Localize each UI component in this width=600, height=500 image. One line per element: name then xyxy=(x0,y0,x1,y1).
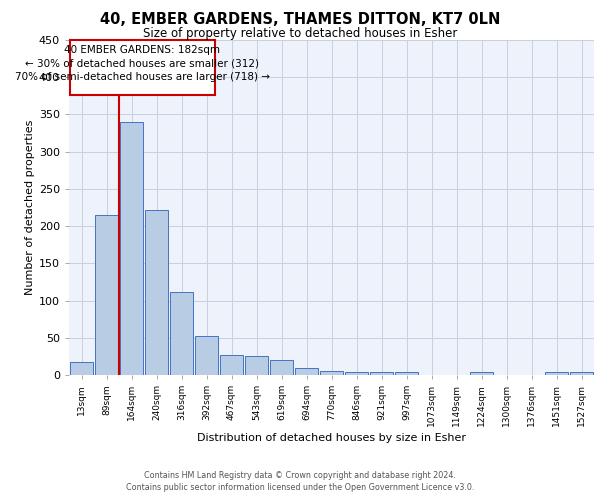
X-axis label: Distribution of detached houses by size in Esher: Distribution of detached houses by size … xyxy=(197,433,466,443)
Bar xyxy=(570,372,593,375)
Bar xyxy=(270,360,293,375)
Bar xyxy=(470,372,493,375)
Bar xyxy=(220,355,243,375)
Text: 40, EMBER GARDENS, THAMES DITTON, KT7 0LN: 40, EMBER GARDENS, THAMES DITTON, KT7 0L… xyxy=(100,12,500,28)
Bar xyxy=(95,215,118,375)
Bar xyxy=(295,368,318,375)
Bar xyxy=(320,372,343,375)
Text: ← 30% of detached houses are smaller (312): ← 30% of detached houses are smaller (31… xyxy=(25,59,259,69)
Bar xyxy=(170,292,193,375)
Y-axis label: Number of detached properties: Number of detached properties xyxy=(25,120,35,295)
Bar xyxy=(395,372,418,375)
Bar xyxy=(145,210,168,375)
Text: Contains HM Land Registry data © Crown copyright and database right 2024.
Contai: Contains HM Land Registry data © Crown c… xyxy=(126,471,474,492)
Bar xyxy=(70,362,93,375)
Bar xyxy=(245,356,268,375)
Bar xyxy=(545,372,568,375)
Text: 40 EMBER GARDENS: 182sqm: 40 EMBER GARDENS: 182sqm xyxy=(64,46,220,56)
Text: 70% of semi-detached houses are larger (718) →: 70% of semi-detached houses are larger (… xyxy=(15,72,270,82)
Bar xyxy=(345,372,368,375)
Bar xyxy=(370,372,393,375)
Text: Size of property relative to detached houses in Esher: Size of property relative to detached ho… xyxy=(143,28,457,40)
FancyBboxPatch shape xyxy=(70,40,215,95)
Bar xyxy=(195,336,218,375)
Bar xyxy=(120,122,143,375)
